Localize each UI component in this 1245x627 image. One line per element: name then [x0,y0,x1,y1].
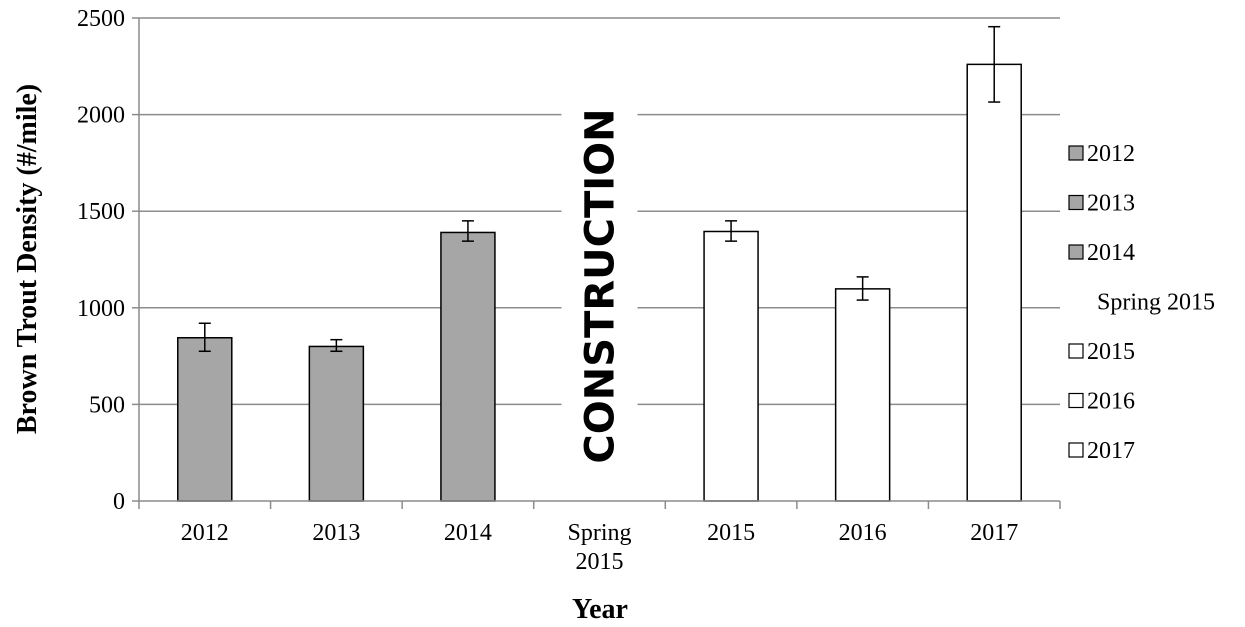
annotation-label: CONSTRUCTION [578,108,624,463]
x-axis-title: Year [572,594,628,625]
legend-label: 2014 [1087,240,1135,266]
y-axis: 0 500 1000 1500 2000 2500 [77,6,140,515]
x-tick-label: 2013 [312,520,360,546]
x-tick-label: 2014 [444,520,492,546]
bar [703,230,759,502]
y-tick-label: 0 [113,489,125,515]
y-tick-label: 2500 [77,6,125,32]
annotation-backdrop [561,108,638,458]
x-tick-label: 2017 [970,520,1018,546]
x-tick-label: 2016 [839,520,887,546]
legend-swatch [1068,194,1084,211]
y-tick-label: 1500 [77,199,125,225]
legend-label: 2016 [1087,389,1135,415]
legend-label: 2017 [1087,438,1135,464]
annotation-group: CONSTRUCTION [561,108,638,464]
bars [177,25,1022,502]
bar [177,336,233,502]
bar [440,231,496,502]
x-tick-label: 2012 [181,520,229,546]
x-tick-label: 2015 [707,520,755,546]
y-tick-label: 2000 [77,103,125,129]
bar [966,63,1022,502]
bar [834,288,891,502]
legend-swatch [1068,442,1084,458]
legend-label: 2013 [1087,191,1135,217]
legend-swatch [1068,244,1084,260]
x-tick-label: Spring 2015 [567,520,631,575]
legend-label: 2015 [1087,339,1135,365]
legend-swatch [1068,343,1084,359]
y-tick-label: 1000 [77,296,125,322]
y-tick-label: 500 [89,392,125,418]
legend-swatch [1068,392,1084,409]
x-axis: 2012 2013 2014 Spring 2015 2015 2016 2017 [138,500,1061,575]
legend: 2012 2013 2014 Spring 2015 2015 2016 2017 [1068,141,1215,464]
legend-label: 2012 [1087,141,1135,167]
legend-label: Spring 2015 [1097,290,1215,316]
y-axis-title: Brown Trout Density (#/mile) [12,84,43,434]
bar [308,345,365,502]
legend-swatch [1068,145,1084,161]
